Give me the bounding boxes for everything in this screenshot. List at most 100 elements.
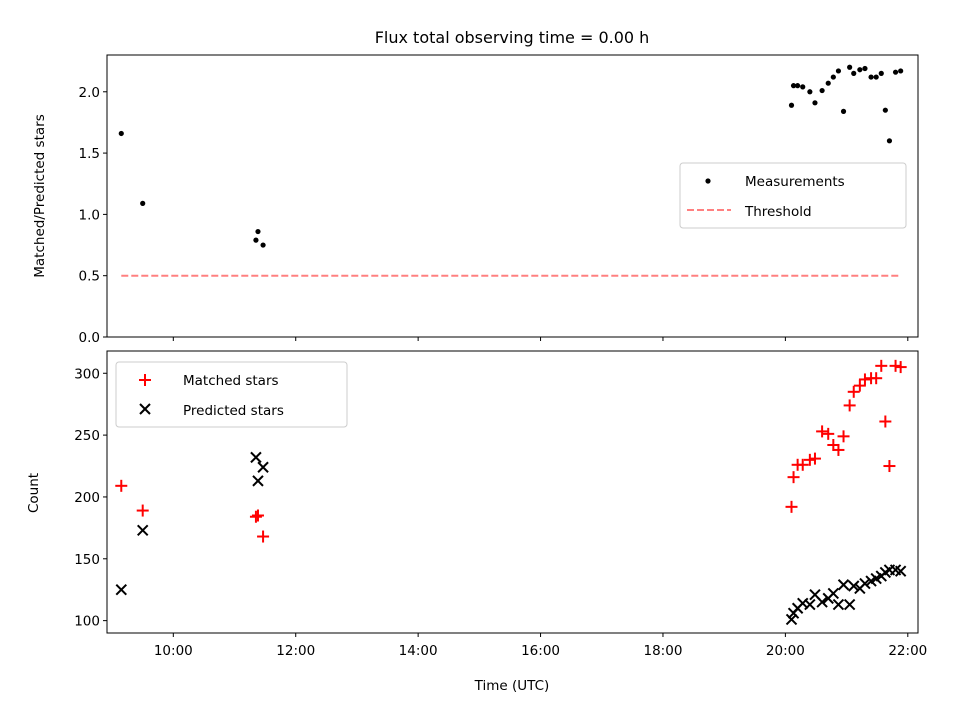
top-axes-frame: [106, 54, 919, 338]
top-y-tick-label: 1.0: [79, 207, 100, 223]
top-y-tick-label: 0.5: [79, 269, 100, 285]
bottom-x-tick-label: 12:00: [276, 643, 315, 659]
measurement-point: [878, 70, 884, 76]
predicted-star-point: [115, 584, 127, 596]
top-x-ticks: [172, 337, 909, 341]
measurement-point: [868, 74, 874, 80]
matched-star-point: [785, 500, 798, 513]
measurement-point: [812, 100, 818, 106]
bottom-y-tick-label: 100: [74, 614, 100, 630]
matched-star-point: [803, 453, 816, 466]
measurement-point: [118, 130, 124, 137]
bottom-x-tick-label: 10:00: [154, 643, 193, 659]
measurement-point: [847, 64, 853, 70]
measurement-point: [255, 228, 261, 235]
predicted-star-point: [136, 524, 149, 537]
matched-star-point: [847, 385, 860, 398]
measurement-point: [851, 70, 857, 76]
measurement-point: [840, 108, 847, 114]
measurement-point: [830, 74, 836, 80]
predicted-star-point: [804, 598, 816, 611]
matched-star-point: [837, 430, 850, 443]
bottom-x-ticks: 10:00 12:00 14:00 16:00 18:00 20:00 22:00: [154, 633, 927, 659]
measurement-point: [260, 242, 266, 248]
bottom-y-tick-label: 300: [74, 366, 100, 382]
matched-star-point: [858, 373, 871, 386]
matched-star-point: [251, 509, 264, 522]
matched-star-point: [843, 399, 856, 412]
matched-star-point: [853, 379, 866, 392]
top-marks: [118, 64, 904, 277]
legend-matched-label: Matched stars: [183, 373, 279, 389]
matched-star-point: [875, 359, 888, 372]
bottom-y-ticks: 100 150 200 250 300: [74, 366, 107, 630]
measurement-point: [790, 83, 797, 89]
matched-star-point: [894, 361, 907, 374]
bottom-panel: 100 150 200 250 300 10:00 12:00 14:00 16:00 18:0…: [26, 350, 927, 694]
matched-star-point: [136, 504, 149, 517]
bottom-legend: Matched stars Predicted stars: [115, 361, 348, 428]
top-y-axis-label: Matched/Predicted stars: [32, 114, 48, 277]
legend-threshold-label: Threshold: [744, 204, 812, 220]
matched-star-point: [249, 510, 262, 523]
matched-star-point: [822, 427, 835, 440]
top-y-tick-label: 2.0: [79, 85, 100, 101]
predicted-star-point: [827, 587, 840, 600]
measurement-point: [819, 87, 825, 94]
bottom-legend-box: [115, 361, 348, 428]
chart-title: Flux total observing time = 0.00 h: [375, 28, 650, 47]
bottom-x-tick-label: 14:00: [399, 643, 438, 659]
bottom-x-tick-label: 18:00: [644, 643, 683, 659]
matched-star-point: [883, 460, 896, 473]
measurement-point: [862, 65, 868, 72]
measurement-point: [857, 67, 863, 73]
bottom-x-tick-label: 20:00: [766, 643, 805, 659]
measurement-point: [140, 200, 146, 206]
predicted-star-point: [832, 598, 845, 611]
legend-predicted-label: Predicted stars: [183, 403, 284, 419]
matched-star-point: [870, 372, 883, 385]
top-y-tick-label: 0.0: [79, 330, 100, 346]
matched-star-point: [889, 359, 902, 372]
measurement-point: [835, 68, 842, 74]
x-axis-label: Time (UTC): [474, 678, 550, 694]
bottom-y-axis-label: Count: [26, 473, 42, 513]
top-y-ticks: 0.0 0.5 1.0 1.5 2.0: [79, 85, 107, 346]
predicted-star-point: [785, 613, 798, 626]
measurement-point: [807, 89, 813, 95]
matched-star-point: [816, 425, 829, 438]
predicted-star-point: [848, 580, 860, 592]
top-panel: 0.00.51.01.52.0 Matched/Predicted stars …: [32, 54, 919, 346]
matched-star-point: [787, 471, 800, 484]
legend-predicted-marker: [139, 403, 151, 415]
predicted-star-point: [250, 451, 262, 464]
predicted-star-point: [257, 461, 269, 473]
bottom-y-tick-label: 150: [74, 552, 100, 568]
bottom-x-tick-label: 22:00: [888, 643, 927, 659]
bottom-marks: [115, 359, 907, 626]
predicted-star-point: [894, 565, 907, 577]
bottom-axes-frame: [106, 350, 919, 634]
measurement-point: [898, 68, 904, 74]
top-legend: Measurements Threshold: [679, 162, 907, 229]
top-y-tick-label: 1.5: [79, 146, 100, 162]
matched-star-point: [808, 452, 821, 465]
top-legend-box: [679, 162, 907, 229]
measurement-point: [795, 83, 801, 89]
measurement-point: [886, 138, 893, 144]
measurement-point: [800, 84, 806, 90]
predicted-star-point: [816, 596, 828, 608]
measurement-point: [788, 102, 795, 108]
predicted-star-point: [837, 579, 850, 591]
measurement-point: [892, 69, 899, 75]
measurement-point: [253, 237, 259, 243]
measurement-point: [873, 74, 879, 80]
matched-star-point: [796, 458, 809, 471]
bottom-y-tick-label: 200: [74, 490, 100, 506]
bottom-x-tick-label: 16:00: [521, 643, 560, 659]
predicted-star-point: [859, 577, 871, 590]
bottom-y-tick-label: 250: [74, 428, 100, 444]
legend-measurements-label: Measurements: [745, 174, 845, 190]
predicted-star-point: [843, 598, 856, 611]
